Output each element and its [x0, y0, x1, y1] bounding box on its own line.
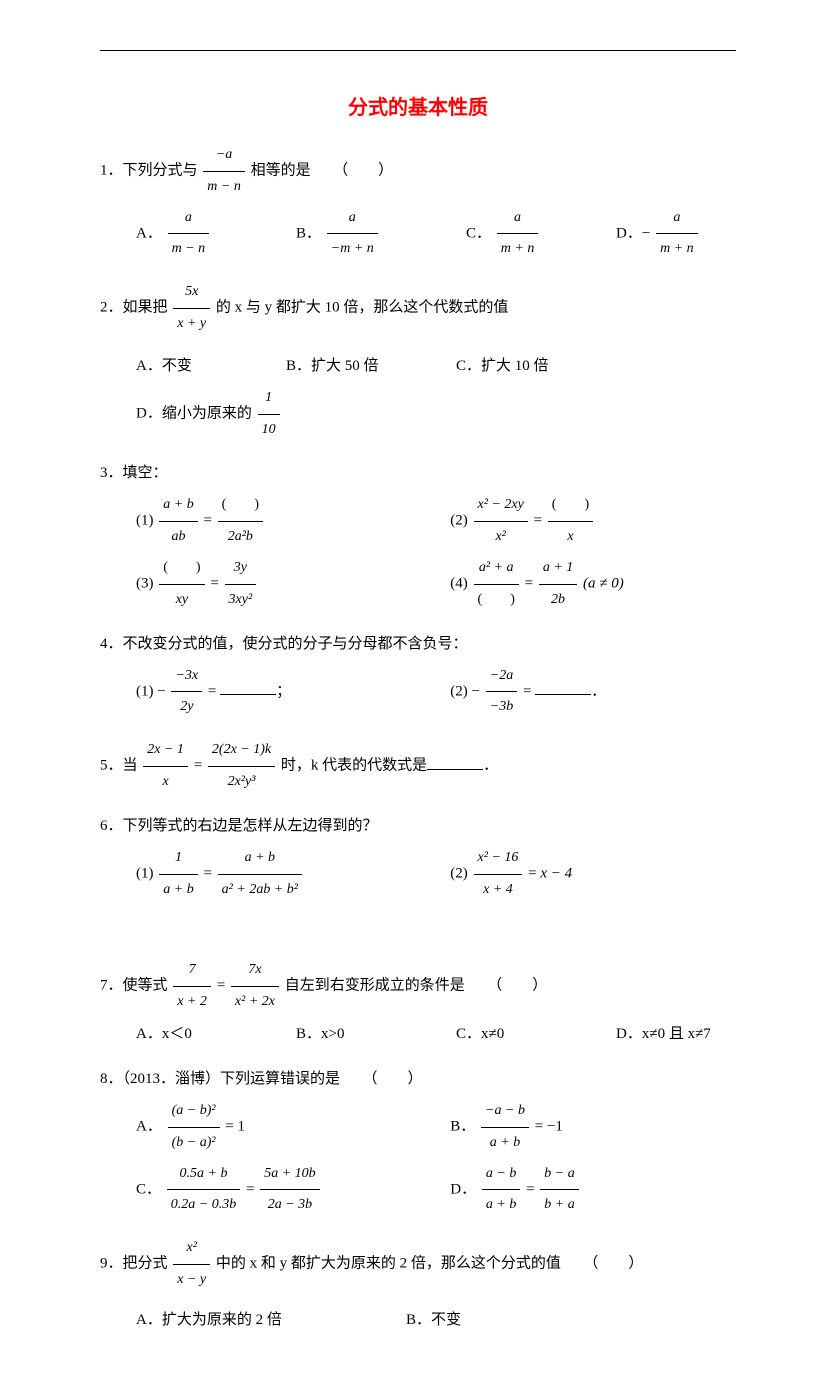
q4-sub2: (2) − −2a−3b = ．: [450, 661, 736, 724]
q6-row: (1) 1a + b = a + ba² + 2ab + b² (2) x² −…: [100, 843, 736, 906]
q9-stem-post: 中的 x 和 y 都扩大为原来的 2 倍，那么这个分式的值 （ ）: [216, 1256, 644, 1272]
question-7: 7．使等式 7x + 2 = 7xx² + 2x 自左到右变形成立的条件是 （ …: [100, 955, 736, 1051]
question-3: 3．填空： (1) a + bab = ( )2a²b (2) x² − 2xy…: [100, 457, 736, 615]
page-title: 分式的基本性质: [100, 91, 736, 120]
q3-sub1: (1) a + bab = ( )2a²b: [136, 490, 450, 553]
question-5: 5．当 2x − 1x = 2(2x − 1)k2x²y³ 时，k 代表的代数式…: [100, 735, 736, 798]
q7-opt-d: D．x≠0 且 x≠7: [616, 1018, 711, 1051]
question-9: 9．把分式 x²x − y 中的 x 和 y 都扩大为原来的 2 倍，那么这个分…: [100, 1233, 736, 1337]
q3-row1: (1) a + bab = ( )2a²b (2) x² − 2xyx² = (…: [100, 490, 736, 553]
q3-row2: (3) ( )xy = 3y3xy² (4) a² + a( ) = a + 1…: [100, 553, 736, 616]
q2-stem-post: 的 x 与 y 都扩大 10 倍，那么这个代数式的值: [216, 300, 509, 316]
question-1: 1．下列分式与 −a m − n 相等的是 （ ） A． am − n B． a…: [100, 140, 736, 265]
question-2: 2．如果把 5x x + y 的 x 与 y 都扩大 10 倍，那么这个代数式的…: [100, 277, 736, 445]
question-4: 4．不改变分式的值，使分式的分子与分母都不含负号： (1) − −3x2y = …: [100, 628, 736, 724]
q8-opt-c: C． 0.5a + b0.2a − 0.3b = 5a + 10b2a − 3b: [136, 1159, 450, 1222]
blank-fill: [535, 680, 591, 695]
q2-opt-b: B．扩大 50 倍: [286, 350, 446, 383]
q7-stem-post: 自左到右变形成立的条件是 （ ）: [285, 978, 548, 994]
q8-opt-b: B． −a − ba + b = −1: [450, 1096, 736, 1159]
q2-options: A．不变 B．扩大 50 倍 C．扩大 10 倍 D．缩小为原来的 110: [100, 350, 736, 446]
q2-opt-c: C．扩大 10 倍: [456, 350, 596, 383]
q7-opt-a: A．x＜0: [136, 1018, 286, 1051]
q2-opt-a: A．不变: [136, 350, 276, 383]
q3-sub4: (4) a² + a( ) = a + 12b (a ≠ 0): [450, 553, 736, 616]
q4-sub1: (1) − −3x2y = ；: [136, 661, 450, 724]
q2-stem-pre: 2．如果把: [100, 300, 168, 316]
top-rule: [100, 50, 736, 51]
q3-sub2: (2) x² − 2xyx² = ( )x: [450, 490, 736, 553]
q1-opt-b: B． a−m + n: [296, 203, 456, 266]
q5-stem-pre: 5．当: [100, 758, 138, 774]
q3-stem: 3．填空：: [100, 457, 736, 490]
q8-row1: A． (a − b)²(b − a)² = 1 B． −a − ba + b =…: [100, 1096, 736, 1159]
q2-frac: 5x x + y: [173, 277, 210, 340]
q1-opt-c: C． am + n: [466, 203, 606, 266]
q1-stem-pre: 1．下列分式与: [100, 163, 198, 179]
q6-sub1: (1) 1a + b = a + ba² + 2ab + b²: [136, 843, 450, 906]
q8-stem: 8．（2013．淄博）下列运算错误的是 （ ）: [100, 1063, 736, 1096]
q9-stem-pre: 9．把分式: [100, 1256, 168, 1272]
q7-stem-pre: 7．使等式: [100, 978, 168, 994]
q5-stem-mid: 时，k 代表的代数式是: [281, 758, 427, 774]
q4-stem: 4．不改变分式的值，使分式的分子与分母都不含负号：: [100, 628, 736, 661]
q6-sub2: (2) x² − 16x + 4 = x − 4: [450, 843, 736, 906]
q7-opt-c: C．x≠0: [456, 1018, 606, 1051]
q9-opt-a: A．扩大为原来的 2 倍: [136, 1304, 396, 1337]
q1-options: A． am − n B． a−m + n C． am + n D．− am + …: [100, 203, 736, 266]
q8-opt-d: D． a − ba + b = b − ab + a: [450, 1159, 736, 1222]
q1-opt-d: D．− am + n: [616, 203, 700, 266]
q3-sub3: (3) ( )xy = 3y3xy²: [136, 553, 450, 616]
q8-row2: C． 0.5a + b0.2a − 0.3b = 5a + 10b2a − 3b…: [100, 1159, 736, 1222]
q8-opt-a: A． (a − b)²(b − a)² = 1: [136, 1096, 450, 1159]
q1-frac: −a m − n: [203, 140, 245, 203]
blank-fill: [220, 680, 276, 695]
q9-options: A．扩大为原来的 2 倍 B．不变: [100, 1304, 736, 1337]
q2-opt-d: D．缩小为原来的 110: [136, 383, 282, 446]
q7-opt-b: B．x>0: [296, 1018, 446, 1051]
q7-options: A．x＜0 B．x>0 C．x≠0 D．x≠0 且 x≠7: [100, 1018, 736, 1051]
q6-stem: 6．下列等式的右边是怎样从左边得到的？: [100, 810, 736, 843]
question-8: 8．（2013．淄博）下列运算错误的是 （ ） A． (a − b)²(b − …: [100, 1063, 736, 1221]
document-page: 分式的基本性质 1．下列分式与 −a m − n 相等的是 （ ） A． am …: [0, 0, 826, 1389]
q9-opt-b: B．不变: [406, 1304, 461, 1337]
q4-row: (1) − −3x2y = ； (2) − −2a−3b = ．: [100, 661, 736, 724]
question-6: 6．下列等式的右边是怎样从左边得到的？ (1) 1a + b = a + ba²…: [100, 810, 736, 906]
q1-opt-a: A． am − n: [136, 203, 286, 266]
blank-fill: [427, 755, 483, 770]
q1-stem-post: 相等的是 （ ）: [251, 163, 394, 179]
